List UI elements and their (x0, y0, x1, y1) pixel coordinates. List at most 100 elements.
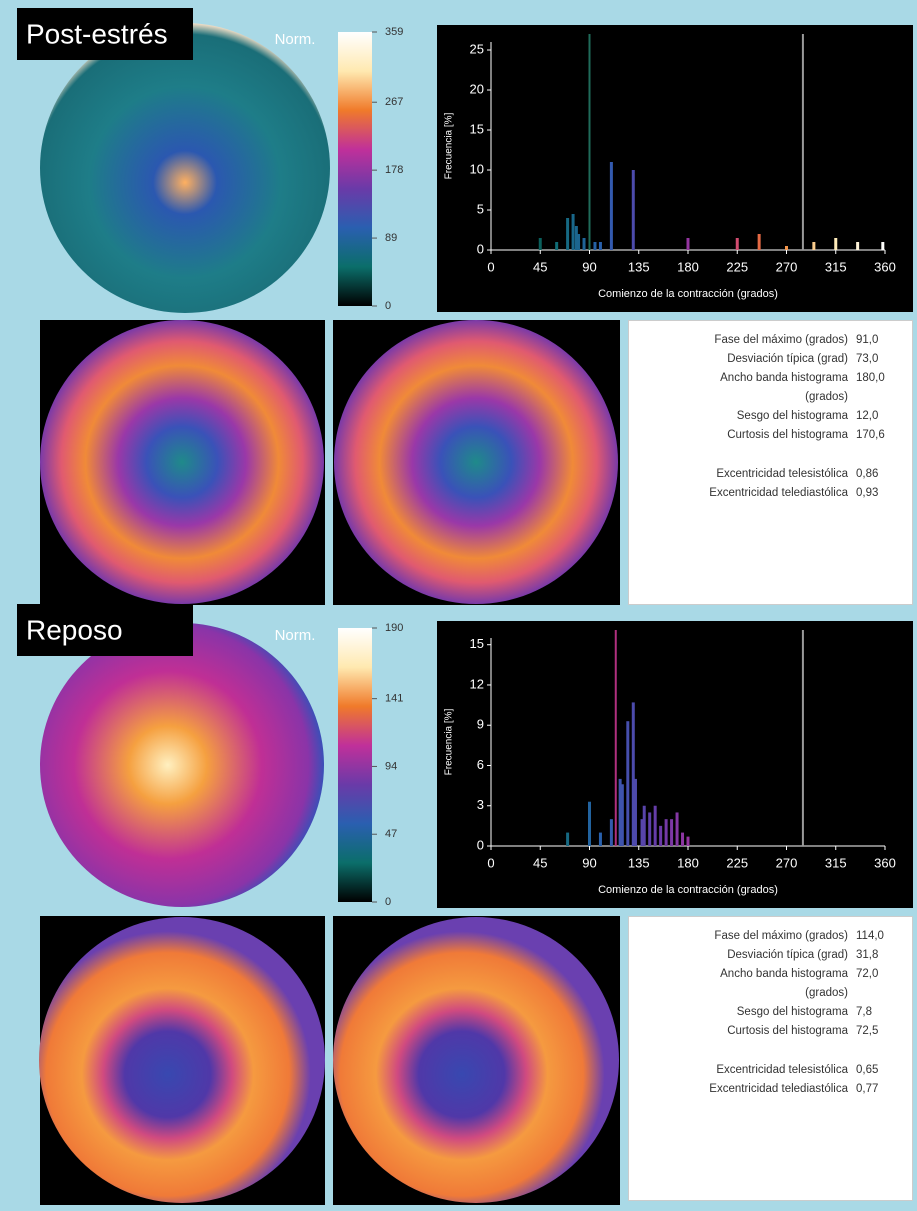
stat-value: 0,77 (848, 1080, 906, 1099)
stat-label: Sesgo del histograma (678, 1003, 848, 1022)
histogram-bar (654, 806, 657, 846)
stat-value: 0,86 (848, 465, 906, 484)
histogram-bar (659, 826, 662, 846)
stat-label: Fase del máximo (grados) (678, 927, 848, 946)
histogram-bar (588, 802, 591, 846)
histogram-bar (856, 242, 859, 250)
x-tick-label: 90 (582, 259, 596, 274)
y-tick-label: 6 (477, 757, 484, 772)
stats-row: Fase del máximo (grados)114,0 (635, 927, 906, 946)
colorbar-tick-label: 47 (385, 828, 397, 840)
histogram-bar (626, 721, 629, 846)
histogram-bar (577, 234, 580, 250)
panel-label: Reposo (26, 614, 123, 645)
stat-label: Curtosis del histograma (678, 426, 848, 445)
x-tick-label: 315 (825, 855, 847, 870)
y-tick-label: 5 (477, 201, 484, 216)
histogram-bar (785, 246, 788, 250)
x-tick-label: 45 (533, 259, 547, 274)
x-tick-label: 90 (582, 855, 596, 870)
y-tick-label: 20 (470, 81, 484, 96)
histogram-bar (634, 779, 637, 846)
panel-label: Post-estrés (26, 18, 168, 49)
stats-row: Fase del máximo (grados)91,0 (635, 331, 906, 350)
colorbar-tick-label: 94 (385, 760, 397, 772)
stat-label: Ancho banda histograma (grados) (678, 369, 848, 407)
stat-value: 91,0 (848, 331, 906, 350)
x-tick-label: 360 (874, 855, 896, 870)
x-tick-label: 135 (628, 259, 650, 274)
polar-map (39, 917, 325, 1203)
y-axis-label: Frecuencia [%] (444, 708, 455, 775)
y-tick-label: 25 (470, 41, 484, 56)
histogram-bar (736, 238, 739, 250)
stats-row: Curtosis del histograma72,5 (635, 1022, 906, 1041)
x-tick-label: 360 (874, 259, 896, 274)
y-tick-label: 10 (470, 161, 484, 176)
histogram-bar (566, 833, 569, 846)
page: Post-estrésNorm.089178267359051015202504… (0, 0, 917, 1211)
stat-label: Excentricidad telediastólica (678, 1080, 848, 1099)
histogram-bar (599, 242, 602, 250)
stats-row: Desviación típica (grad)73,0 (635, 350, 906, 369)
x-tick-label: 225 (726, 855, 748, 870)
stat-label: Excentricidad telediastólica (678, 484, 848, 503)
polar-map (333, 917, 619, 1203)
histogram-bar (676, 812, 679, 846)
colorbar-tick-label: 0 (385, 896, 391, 908)
stat-value: 114,0 (848, 927, 906, 946)
y-tick-label: 9 (477, 717, 484, 732)
histogram-bar (610, 162, 613, 250)
x-tick-label: 225 (726, 259, 748, 274)
polar-map (334, 320, 618, 604)
stats-row: Excentricidad telesistólica0,65 (635, 1061, 906, 1080)
y-tick-label: 0 (477, 241, 484, 256)
y-tick-label: 15 (470, 636, 484, 651)
stat-value: 0,93 (848, 484, 906, 503)
histogram-bar (687, 238, 690, 250)
histogram-bar (665, 819, 668, 846)
stat-label: Sesgo del histograma (678, 407, 848, 426)
polar-map (40, 23, 330, 313)
histogram-bar (812, 242, 815, 250)
x-tick-label: 0 (487, 259, 494, 274)
colorbar-tick-label: 190 (385, 622, 403, 634)
x-axis-label: Comienzo de la contracción (grados) (598, 288, 778, 300)
stat-value: 72,5 (848, 1022, 906, 1041)
histogram-bar (643, 806, 646, 846)
y-tick-label: 15 (470, 121, 484, 136)
histogram-bar (758, 234, 761, 250)
histogram-bar (681, 833, 684, 846)
stat-label: Ancho banda histograma (grados) (678, 965, 848, 1003)
stat-value: 12,0 (848, 407, 906, 426)
histogram-bar (599, 833, 602, 846)
stats-row: Desviación típica (grad)31,8 (635, 946, 906, 965)
histogram-bar (610, 819, 613, 846)
colorbar-tick-label: 267 (385, 96, 403, 108)
histogram-bar (566, 218, 569, 250)
y-tick-label: 0 (477, 837, 484, 852)
histogram-bar (539, 238, 542, 250)
stat-value: 72,0 (848, 965, 906, 1003)
stat-value: 180,0 (848, 369, 906, 407)
stat-value: 7,8 (848, 1003, 906, 1022)
polar-map (40, 623, 324, 907)
stats-row: Ancho banda histograma (grados)180,0 (635, 369, 906, 407)
x-tick-label: 270 (776, 855, 798, 870)
norm-label: Norm. (275, 31, 316, 48)
stat-value: 73,0 (848, 350, 906, 369)
y-tick-label: 12 (470, 676, 484, 691)
colorbar-tick-label: 0 (385, 300, 391, 312)
stats-row: Ancho banda histograma (grados)72,0 (635, 965, 906, 1003)
x-tick-label: 135 (628, 855, 650, 870)
